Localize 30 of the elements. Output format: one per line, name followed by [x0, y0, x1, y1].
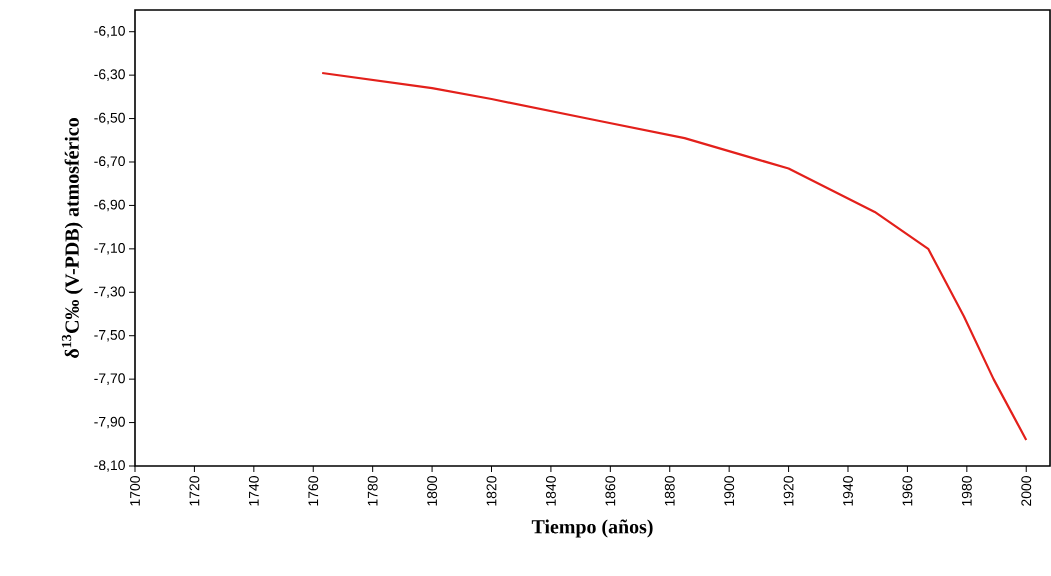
- y-axis-title: δ$^{13}$C‰ (V-PDB) atmosférico: [61, 118, 83, 358]
- x-tick-label: 1860: [605, 476, 616, 506]
- y-tick-label: -6,50: [94, 112, 125, 125]
- y-tick-label: -7,10: [94, 243, 125, 255]
- x-tick-label: 1920: [783, 476, 794, 506]
- x-tick-label: 1940: [843, 476, 853, 506]
- x-tick-label: 1820: [486, 476, 497, 506]
- y-tick-label: -8,10: [94, 460, 125, 472]
- x-tick-label: 1880: [664, 476, 675, 506]
- x-tick-label: 1760: [308, 476, 319, 506]
- y-tick-label: -6,70: [94, 156, 125, 168]
- x-tick-label: 1700: [130, 476, 140, 506]
- x-tick-label: 1960: [902, 476, 913, 506]
- x-tick-label: 1780: [367, 476, 378, 506]
- y-tick-label: -7,90: [94, 416, 125, 429]
- x-axis-title: Tiempo (años): [531, 519, 653, 538]
- x-tick-label: 1900: [724, 476, 735, 506]
- y-tick-label: -6,10: [94, 25, 125, 38]
- y-tick-label: -6,90: [94, 199, 125, 212]
- y-tick-label: -7,50: [94, 329, 125, 342]
- line-series: [321, 71, 1028, 442]
- x-tick-label: 1740: [248, 476, 259, 506]
- y-tick-label: -7,70: [94, 373, 125, 385]
- y-tick-label: -6,30: [94, 69, 125, 81]
- x-tick-label: 1720: [189, 476, 200, 506]
- x-tick-label: 2000: [1021, 476, 1032, 506]
- y-tick-label: -7,30: [94, 286, 125, 299]
- x-tick-label: 1800: [427, 476, 438, 506]
- x-tick-label: 1980: [961, 476, 972, 506]
- x-tick-label: 1840: [545, 476, 556, 506]
